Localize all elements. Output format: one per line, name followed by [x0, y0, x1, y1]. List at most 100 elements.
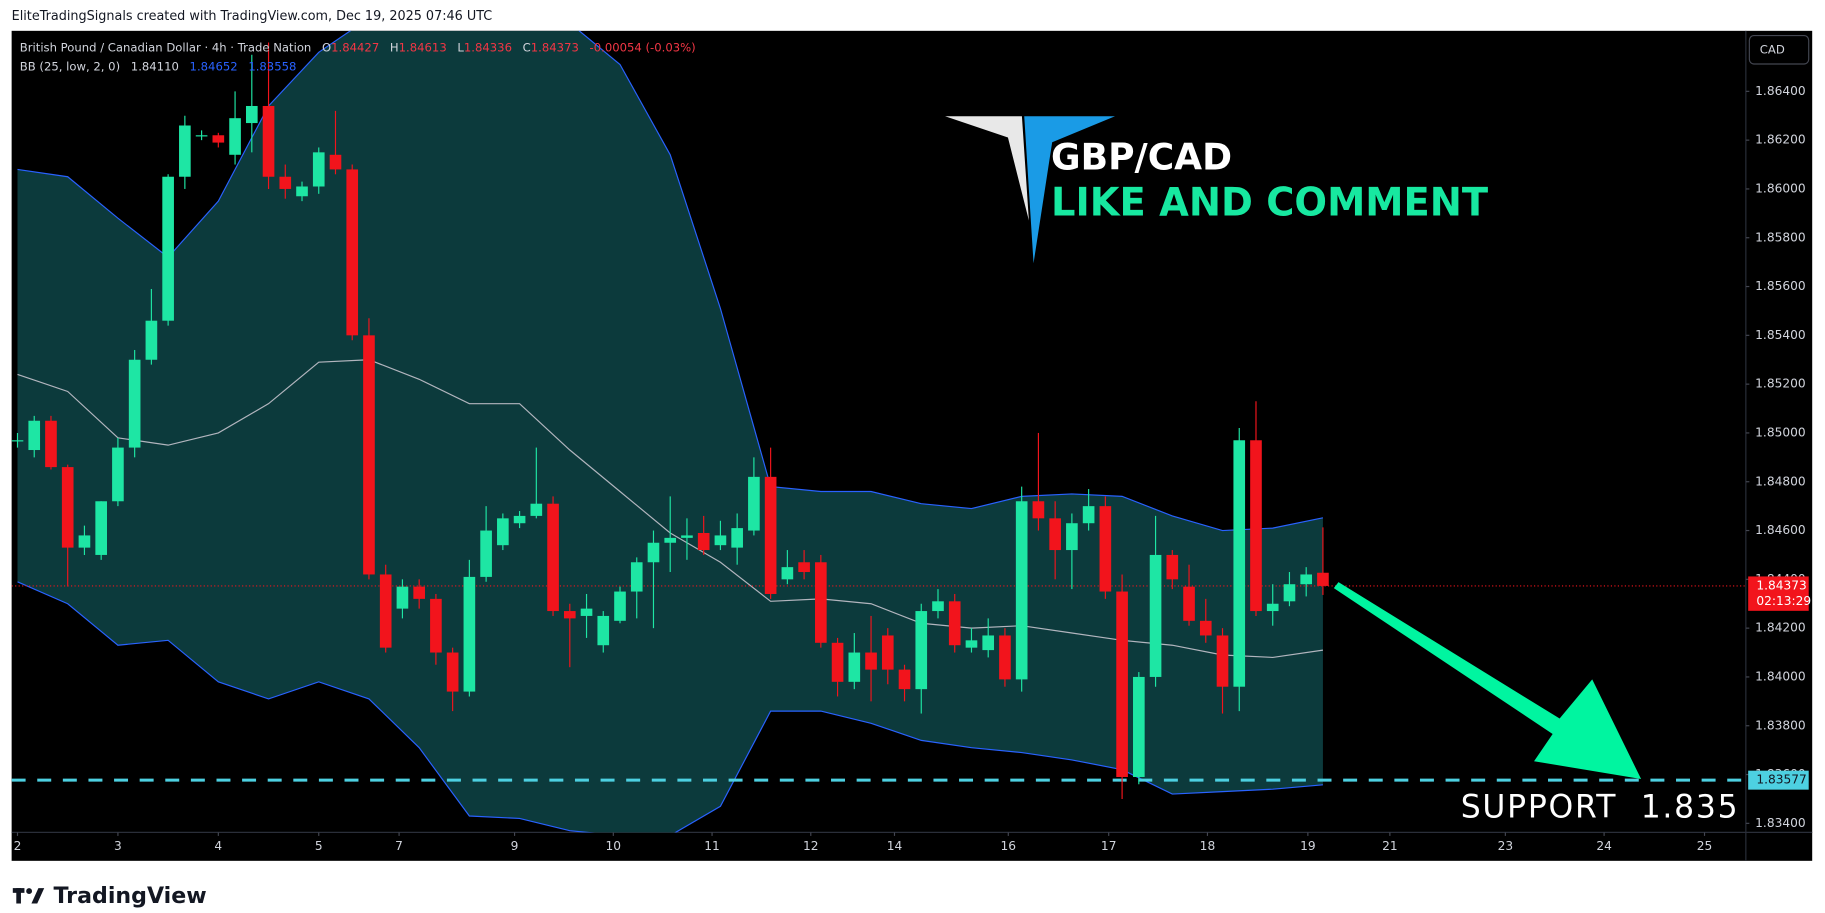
logo-blue: [1024, 116, 1116, 264]
candle-body: [363, 335, 375, 575]
y-tick-label: 1.84600: [1755, 523, 1806, 537]
band-fill: [17, 30, 1323, 833]
symbol: British Pound / Canadian Dollar · 4h · T…: [20, 40, 312, 54]
candle-body: [11, 440, 24, 442]
y-tick-label: 1.86400: [1755, 84, 1806, 98]
y-tick-label: 1.83400: [1755, 816, 1806, 830]
y-tick-label: 1.85800: [1755, 230, 1806, 244]
y-tick-label: 1.85200: [1755, 377, 1806, 391]
x-tick-label: 19: [1300, 839, 1316, 853]
candle-body: [781, 567, 794, 580]
ohlc-value: 1.84336: [464, 40, 512, 54]
x-tick-label: 3: [114, 839, 122, 853]
x-tick-label: 5: [315, 839, 323, 853]
candle-body: [45, 420, 57, 468]
ohlc-value: 1.84613: [399, 40, 447, 54]
arrow: [1333, 582, 1642, 780]
candle-body: [681, 535, 693, 538]
candle-body: [312, 152, 325, 187]
ohlc-value: 1.84427: [331, 40, 379, 54]
x-tick-label: 7: [395, 839, 403, 853]
logo-dot: [26, 888, 33, 895]
candle-body: [948, 601, 961, 646]
candle-body: [480, 530, 492, 577]
candle-body: [112, 447, 124, 502]
candle-body: [731, 528, 743, 548]
footer-brand: TradingView: [54, 883, 207, 909]
x-tick-label: 23: [1498, 839, 1514, 853]
candle-body: [563, 611, 576, 619]
candle-body: [630, 562, 643, 592]
indicator-value: 1.84110: [131, 59, 179, 73]
candle-body: [714, 535, 727, 546]
legend-line: British Pound / Canadian Dollar · 4h · T…: [20, 40, 696, 54]
band-lower: [17, 581, 1323, 833]
candle-body: [982, 635, 995, 651]
candle-body: [748, 476, 760, 531]
y-tick-label: 1.85600: [1755, 279, 1806, 293]
ohlc-key: O: [322, 40, 331, 54]
x-tick-label: 10: [606, 839, 622, 853]
y-tick-label: 1.84000: [1755, 669, 1806, 683]
candle-body: [396, 586, 409, 609]
countdown-label: 02:13:29: [1756, 594, 1811, 608]
candle-body: [1049, 518, 1061, 551]
logo-slash: [31, 888, 45, 904]
x-tick-label: 21: [1382, 839, 1398, 853]
candle-body: [195, 135, 208, 137]
x-tick-label: 24: [1596, 839, 1612, 853]
candle-body: [379, 574, 392, 648]
indicator-value: 1.83558: [248, 59, 296, 73]
candle-body: [346, 169, 359, 336]
logo-stem: [16, 888, 21, 904]
last-price-box: [1748, 576, 1809, 611]
support-box: [1748, 770, 1809, 790]
ohlc-key: C: [523, 40, 531, 54]
candle-body: [664, 537, 677, 543]
x-tick-label: 18: [1200, 839, 1216, 853]
footer-logo: TradingView: [12, 883, 207, 909]
candle-body: [179, 125, 191, 177]
candle-body: [61, 467, 74, 548]
candle-body: [1149, 554, 1162, 677]
ohlc-value: 1.84373: [531, 40, 579, 54]
header-text: EliteTradingSignals created with Trading…: [12, 9, 493, 24]
candle-body: [1216, 635, 1229, 687]
support-label: 1.83577: [1756, 773, 1807, 787]
candle-body: [881, 635, 894, 670]
candle-body: [162, 176, 174, 321]
x-tick-label: 12: [803, 839, 819, 853]
y-tick-label: 1.83800: [1755, 718, 1806, 732]
candle-body: [1300, 574, 1313, 585]
candle-body: [1183, 586, 1195, 621]
candle-body: [1082, 506, 1095, 524]
candle-body: [898, 669, 911, 690]
candle-body: [212, 135, 225, 143]
support-annotation: SUPPORT 1.835: [1461, 789, 1740, 825]
candle-body: [1066, 523, 1078, 551]
candle-body: [1317, 572, 1329, 586]
candle-body: [279, 176, 292, 189]
ohlc-key: L: [457, 40, 464, 54]
candle-body: [1133, 676, 1145, 777]
candle-body: [865, 652, 877, 670]
candle-body: [95, 501, 107, 555]
candle-body: [999, 635, 1011, 680]
candle-body: [1266, 603, 1279, 612]
candle-body: [547, 503, 559, 612]
candle-body: [798, 562, 810, 573]
candle-body: [1199, 620, 1212, 636]
x-tick-label: 25: [1697, 839, 1713, 853]
pair-annotation: GBP/CAD: [1051, 135, 1232, 178]
y-tick-label: 1.84200: [1755, 621, 1806, 635]
candle-body: [848, 652, 861, 682]
currency-box[interactable]: [1748, 34, 1810, 65]
candle-body: [78, 535, 91, 548]
y-tick-label: 1.86200: [1755, 133, 1806, 147]
last-price-label: 1.84373: [1756, 578, 1807, 592]
indicator-value: 1.84652: [190, 59, 238, 73]
candle-body: [530, 503, 543, 516]
currency-label[interactable]: CAD: [1760, 42, 1785, 56]
candle-body: [245, 105, 258, 124]
